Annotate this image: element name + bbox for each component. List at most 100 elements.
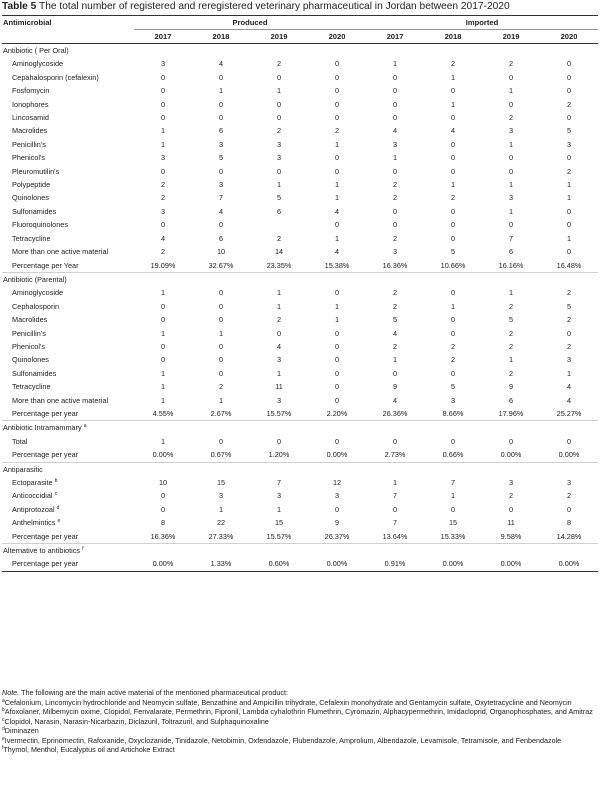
cell-value: 26.36%: [366, 406, 425, 422]
cell-value: 1: [218, 504, 224, 514]
cell-value: 0: [567, 328, 572, 338]
cell-value: 0: [567, 504, 572, 514]
year-header: 2020: [308, 29, 367, 44]
cell-value: 0.91%: [366, 557, 425, 572]
table-caption: Table 5 The total number of registered a…: [2, 1, 598, 13]
cell-value: 4: [393, 126, 398, 136]
cell-value: [424, 44, 482, 58]
section-row: Antibiotic Intramammary a: [2, 421, 598, 435]
cell-value: 7: [218, 193, 224, 203]
cell-value: 0.00%: [134, 448, 192, 463]
cell-value: 1: [334, 139, 340, 149]
cell-value: 27.33%: [192, 529, 250, 545]
cell-value: 2: [393, 180, 398, 190]
table-row: Lincosamid 0 0 0 0 0 0 2 0: [2, 111, 598, 124]
cell-value: 14.28%: [540, 529, 599, 545]
cell-value: 4: [334, 206, 340, 216]
percentage-row: Percentage per year 4.55% 2.67% 15.57% 2.20%…: [2, 406, 599, 422]
cell-value: 3: [567, 355, 572, 365]
cell-value: 15.33%: [424, 529, 483, 545]
cell-value: 5: [393, 315, 398, 325]
row-label: Lincosamid: [12, 113, 49, 123]
cell-value: 16.48%: [540, 258, 599, 273]
cell-value: 5: [276, 193, 282, 203]
row-label: Anticoccidial c: [12, 491, 58, 501]
cell-value: 0.00%: [540, 448, 599, 463]
cell-value: 13.64%: [366, 529, 425, 545]
row-label: Phenicol's: [12, 153, 46, 163]
table-row: Phenicol's 0 0 4 0 2 2 2 2: [2, 340, 598, 353]
table-row: Cephalosporin 0 0 1 1 2 1 2 5: [2, 300, 598, 313]
header-group-row: Antimicrobial Produced Imported: [2, 16, 599, 30]
cell-value: 0: [567, 72, 572, 82]
cell-value: 2: [393, 341, 398, 351]
cell-value: 0: [509, 166, 514, 176]
cell-value: 16.36%: [366, 258, 425, 273]
cell-value: 2: [393, 288, 398, 298]
cell-value: 4: [567, 395, 572, 405]
cell-value: 0: [218, 341, 224, 351]
table-row: Penicillin's 1 1 0 0 4 0 2 0: [2, 327, 598, 340]
cell-value: 5: [567, 301, 572, 311]
table-row: Total 1 0 0 0 0 0 0 0: [2, 435, 598, 448]
cell-value: 0: [334, 113, 340, 123]
cell-value: [540, 272, 598, 286]
cell-value: 0: [393, 220, 398, 230]
cell-value: 0: [509, 72, 514, 82]
data-table-container: Antimicrobial Produced Imported 2017 201…: [2, 15, 599, 572]
row-label: Sulfonamides: [12, 206, 57, 216]
cell-value: 3: [160, 153, 166, 163]
cell-value: 7: [451, 478, 456, 487]
cell-value: 3: [160, 59, 166, 69]
cell-value: 1: [567, 180, 572, 190]
cell-value: 0: [160, 72, 166, 82]
row-label: Fluoroquinolones: [12, 220, 68, 230]
row-label: Percentage per year: [2, 448, 134, 463]
cell-value: 1: [509, 86, 514, 96]
table-row: Quinolones 2 7 5 1 2 2 3 1: [2, 191, 598, 204]
cell-value: [366, 462, 424, 476]
year-header: 2017: [134, 29, 192, 44]
cell-value: 2: [160, 193, 166, 203]
cell-value: 0: [451, 113, 456, 123]
row-label: Macrolides: [12, 315, 48, 325]
cell-value: 2: [567, 491, 572, 501]
cell-value: 1: [160, 139, 166, 149]
cell-value: 1: [509, 139, 514, 149]
cell-value: 1: [160, 382, 166, 392]
cell-value: 2: [567, 341, 572, 351]
cell-value: 1: [509, 288, 514, 298]
cell-value: 0: [451, 504, 456, 514]
row-label: Total: [12, 436, 28, 446]
cell-value: [424, 272, 482, 286]
row-label: Tetracycline: [12, 382, 51, 392]
cell-value: 2: [509, 328, 514, 338]
section-row: Alternative to antibiotics f: [2, 544, 598, 558]
cell-value: 0.00%: [482, 557, 541, 572]
cell-value: 4.55%: [134, 406, 192, 422]
table-row: Macrolides 0 0 2 1 5 0 5 2: [2, 313, 598, 326]
table-label: Table 5: [2, 1, 37, 12]
cell-value: 0: [334, 166, 340, 176]
cell-value: 0: [218, 436, 224, 446]
row-label: More than one active material: [12, 247, 109, 257]
cell-value: 0: [567, 220, 572, 230]
cell-value: 0: [567, 206, 572, 216]
cell-value: [540, 544, 598, 558]
row-label: Antiprotozoal d: [12, 504, 60, 514]
cell-value: 1: [334, 301, 340, 311]
cell-value: 0.60%: [250, 557, 308, 572]
cell-value: 0: [334, 86, 340, 96]
table-row: Sulfonamides 1 0 1 0 0 0 2 1: [2, 367, 598, 380]
cell-value: [482, 462, 540, 476]
cell-value: 6: [218, 126, 224, 136]
cell-value: 19.09%: [134, 258, 192, 273]
cell-value: 1: [160, 288, 166, 298]
cell-value: [192, 544, 250, 558]
cell-value: 0: [451, 86, 456, 96]
cell-value: 0: [218, 113, 224, 123]
row-label: Phenicol's: [12, 341, 46, 351]
cell-value: 3: [393, 247, 398, 257]
table-row: More than one active material 2 10 14 4 3 5 6 0: [2, 245, 598, 258]
cell-value: 0: [451, 153, 456, 163]
